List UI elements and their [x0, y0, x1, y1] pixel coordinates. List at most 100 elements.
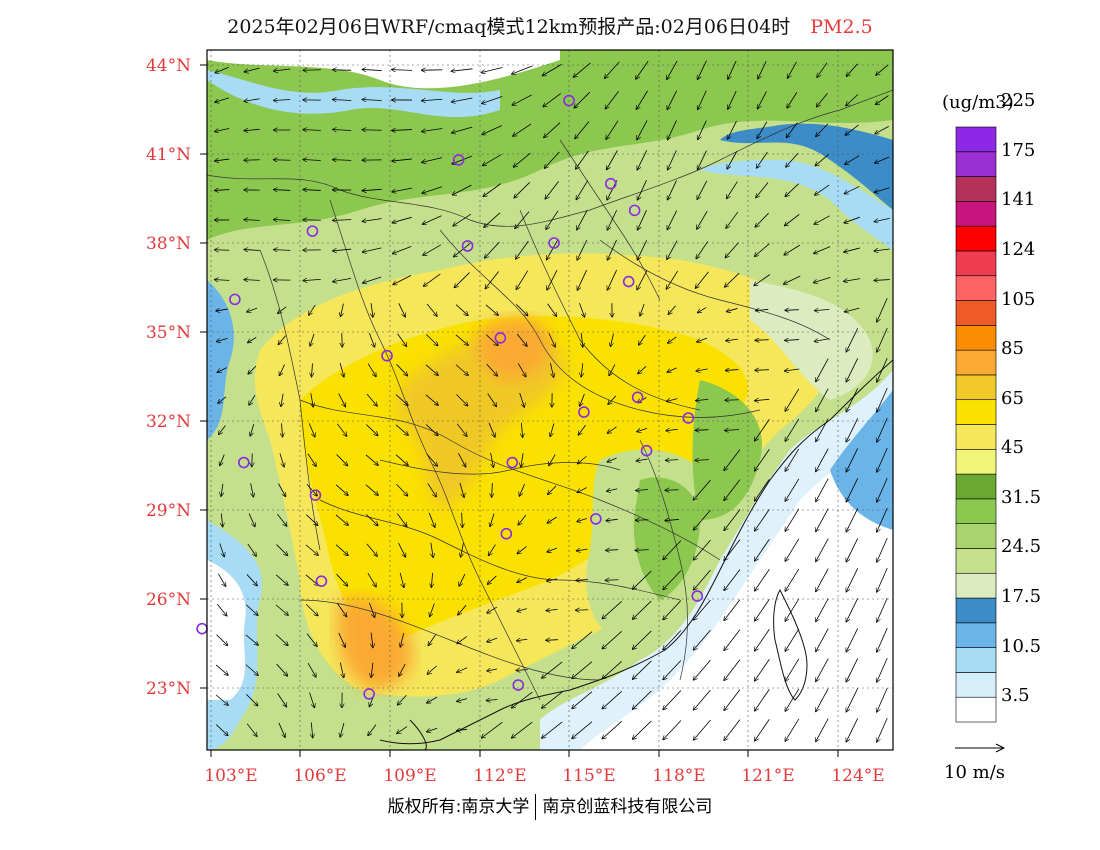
- map-frame: [206, 49, 894, 751]
- wind-arrow: [846, 688, 859, 711]
- wind-arrow: [607, 269, 617, 290]
- wind-arrow: [548, 333, 555, 347]
- legend-swatch: [955, 597, 997, 624]
- wind-arrow: [787, 92, 798, 108]
- wind-arrow: [785, 369, 800, 371]
- wind-arrow: [633, 660, 652, 679]
- station-marker: [306, 225, 319, 237]
- wind-arrow: [482, 96, 503, 104]
- wind-arrow: [276, 544, 288, 556]
- wind-arrow: [814, 277, 831, 282]
- wind-arrow: [607, 150, 618, 169]
- wind-arrow: [427, 696, 438, 703]
- wind-arrow: [483, 183, 501, 197]
- title-variable: PM2.5: [810, 16, 873, 38]
- legend-swatch: [955, 523, 997, 549]
- wind-arrow: [755, 399, 770, 400]
- legend-swatch: [955, 672, 997, 698]
- wind-arrow: [487, 637, 498, 642]
- wind-arrow: [519, 483, 526, 496]
- wind-arrow: [215, 664, 228, 675]
- wind-arrow: [339, 662, 343, 678]
- wind-arrow: [756, 309, 769, 310]
- wind-arrow: [274, 220, 291, 221]
- wind-arrow: [244, 220, 260, 221]
- wind-arrow: [246, 604, 257, 615]
- lon-label-106: 106°E: [293, 766, 347, 786]
- wind-arrow: [755, 719, 770, 740]
- legend-swatch: [955, 126, 997, 153]
- wind-arrow: [697, 337, 708, 342]
- station-marker: [506, 456, 519, 469]
- wind-arrow: [637, 180, 647, 200]
- wind-arrow: [666, 270, 678, 289]
- wind-arrow: [219, 543, 224, 556]
- wind-arrow: [877, 597, 888, 622]
- wind-arrow: [516, 333, 527, 346]
- wind-arrow: [581, 363, 583, 376]
- wind-arrow: [663, 570, 682, 590]
- legend-label: 175: [1001, 139, 1036, 161]
- wind-arrow: [572, 631, 593, 649]
- wind-arrow: [726, 211, 739, 228]
- wind-arrow: [512, 691, 533, 708]
- wind-arrow: [606, 519, 618, 520]
- wind-arrow: [698, 60, 707, 80]
- wind-arrow: [697, 210, 708, 229]
- legend-swatch: [955, 300, 997, 326]
- wind-arrow: [727, 308, 738, 311]
- wind-arrow: [396, 513, 406, 527]
- wind-arrow: [247, 307, 258, 312]
- wind-arrow: [578, 456, 587, 463]
- wind-arrow: [757, 121, 768, 139]
- wind-arrow: [369, 602, 374, 617]
- map-title: 2025年02月06日WRF/cmaq模式12km预报产品:02月06日04时 …: [0, 12, 1100, 39]
- wind-arrow: [694, 509, 711, 530]
- wind-arrow: [309, 304, 316, 315]
- wind-arrow: [425, 364, 438, 375]
- wind-arrow: [724, 479, 741, 501]
- wind-arrow: [846, 418, 859, 441]
- wind-arrow: [367, 363, 376, 377]
- wind-arrow: [392, 159, 412, 161]
- wind-arrow: [877, 477, 888, 502]
- wind-arrow: [341, 303, 344, 317]
- wind-arrow: [728, 90, 737, 109]
- wind-arrow: [548, 485, 557, 494]
- legend-label: 65: [1001, 387, 1024, 409]
- wind-arrow: [846, 388, 859, 411]
- wind-arrow: [550, 362, 553, 377]
- wind-arrow: [512, 94, 532, 105]
- legend-swatch: [955, 374, 997, 401]
- wind-arrow: [303, 159, 321, 160]
- wind-reference-arrow: [955, 743, 1006, 753]
- wind-arrow: [816, 568, 829, 592]
- wind-arrow: [784, 244, 801, 255]
- wind-arrow: [282, 423, 283, 436]
- wind-arrow: [333, 99, 352, 100]
- wind-arrow: [487, 606, 498, 613]
- wind-arrow: [816, 508, 829, 532]
- wind-arrow: [577, 210, 588, 229]
- legend-unit: (ug/m3): [942, 92, 1014, 113]
- wind-arrow: [846, 718, 859, 741]
- wind-arrow: [786, 152, 799, 167]
- wind-arrow: [398, 303, 405, 316]
- wind-arrow: [846, 508, 859, 531]
- wind-arrow: [221, 483, 223, 496]
- legend-swatch: [955, 622, 997, 648]
- wind-arrow: [516, 304, 527, 315]
- legend-swatch: [955, 225, 997, 252]
- wind-arrow: [758, 61, 767, 78]
- station-markers: [196, 94, 704, 700]
- station-marker: [631, 391, 644, 404]
- wind-arrow: [216, 309, 229, 311]
- wind-arrow: [393, 246, 412, 253]
- wind-arrow: [274, 250, 291, 251]
- wind-arrow: [874, 218, 890, 221]
- legend-swatch: [955, 325, 997, 351]
- wind-arrow: [219, 425, 226, 435]
- wind-arrow: [462, 512, 463, 527]
- wind-arrow: [728, 60, 737, 79]
- wind-arrow: [363, 276, 382, 283]
